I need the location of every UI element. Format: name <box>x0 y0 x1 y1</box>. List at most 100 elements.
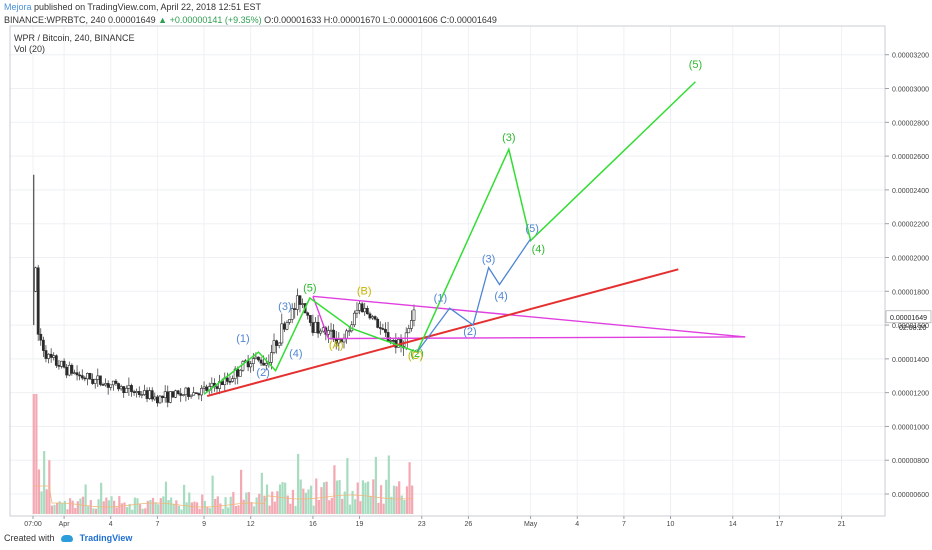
time-tick-label: 16 <box>309 521 317 528</box>
volume-bar <box>74 508 77 514</box>
candle-down <box>156 396 159 404</box>
candle-up <box>148 390 152 399</box>
volume-bar <box>206 506 209 514</box>
blue-wave-label: (2) <box>256 367 269 379</box>
candle-down <box>41 339 45 351</box>
candle-down <box>308 315 312 323</box>
volume-bar <box>37 469 41 514</box>
candle-up <box>67 364 71 376</box>
candle-up <box>409 320 413 329</box>
candle-up <box>285 322 289 330</box>
volume-bar <box>411 485 414 514</box>
volume-bar <box>180 509 183 514</box>
volume-bar <box>294 505 297 514</box>
ohlc-values: O:0.00001633 H:0.00001670 L:0.00001606 C… <box>264 15 497 25</box>
candle-up <box>238 369 242 377</box>
candle-up <box>124 387 128 393</box>
time-axis[interactable]: 07:00 Apr 4 7 9 12 16 19 23 26 May 4 7 10 14 17 21 <box>24 516 846 528</box>
green-wave-label: (3) <box>502 132 515 144</box>
tradingview-logo-text[interactable]: TradingView <box>79 533 133 543</box>
candle-down <box>311 322 315 333</box>
volume-bar <box>320 487 323 514</box>
candle-up <box>47 353 50 359</box>
candle-up <box>280 323 284 344</box>
price-axis[interactable]: 0.00000600 0.00000800 0.00001000 0.00001200… <box>885 53 932 499</box>
candle-down <box>228 381 232 383</box>
candle-up <box>60 360 63 367</box>
candle-up <box>371 316 374 319</box>
volume-bar <box>333 465 336 514</box>
last-price: 0.00001649 <box>108 15 156 25</box>
candle-down <box>62 360 66 368</box>
volume-bar <box>203 501 206 514</box>
price-tick-label: 0.00001200 <box>892 391 929 398</box>
candle-down <box>340 339 343 343</box>
candle-up <box>52 355 56 358</box>
blue-wave-path <box>416 238 532 353</box>
candle-down <box>171 391 175 398</box>
candle-up <box>135 391 139 393</box>
blue-wave-label: (5) <box>525 223 538 235</box>
candle-down <box>88 373 92 380</box>
volume-bar <box>338 480 341 514</box>
time-tick-label: 26 <box>465 521 473 528</box>
candle-up <box>109 384 113 388</box>
green-wave-label: (5) <box>689 59 702 71</box>
volume-bar <box>250 502 253 514</box>
volume-bar <box>322 482 326 514</box>
candle-down <box>381 328 385 330</box>
volume-bar <box>364 482 367 514</box>
volume-bar <box>195 502 199 514</box>
time-tick-label: 9 <box>202 521 206 528</box>
triangle-lower-line <box>328 336 746 340</box>
volume-bar <box>405 486 409 514</box>
candle-down <box>378 327 382 329</box>
publish-info: published on TradingView.com, April 22, … <box>34 2 262 12</box>
last-price-marker <box>885 310 932 324</box>
green-wave-label: (2) <box>410 348 423 360</box>
candle-down <box>197 393 201 396</box>
volume-bar <box>232 492 235 514</box>
volume-bar <box>265 484 269 514</box>
candle-down <box>39 333 43 341</box>
chart-title: WPR / Bitcoin, 240, BINANCE <box>14 33 135 43</box>
time-tick-label: 19 <box>356 521 364 528</box>
volume-bar <box>118 496 121 514</box>
volume-bar <box>92 508 95 514</box>
plot-frame <box>9 25 886 517</box>
volume-bar <box>242 499 245 514</box>
candle-down <box>117 383 120 390</box>
volume-bar <box>76 501 79 514</box>
volume-bar <box>182 484 186 514</box>
candle-up <box>327 330 330 335</box>
volume-bar <box>45 489 48 514</box>
volume-bar <box>312 505 315 514</box>
candle-down <box>293 308 297 310</box>
candle-down <box>205 386 209 391</box>
blue-wave-label: (1) <box>236 333 249 345</box>
volume-bar <box>317 499 320 514</box>
volume-bar <box>219 503 222 514</box>
volume-bar <box>141 508 144 514</box>
candle-up <box>127 385 131 389</box>
candle-up <box>34 267 37 292</box>
candle-down <box>187 387 190 397</box>
volume-bar <box>208 508 212 514</box>
volume-bar <box>151 497 155 514</box>
volume-bar <box>348 504 352 514</box>
candle-down <box>282 323 286 330</box>
volume-bar <box>302 488 305 514</box>
author-link[interactable]: Mejora <box>4 2 32 12</box>
volume-bar <box>170 497 173 514</box>
volume-bar <box>278 484 282 514</box>
price-tick-label: 0.00003000 <box>892 87 929 94</box>
candle-up <box>264 363 268 366</box>
candle-down <box>220 381 224 386</box>
candle-down <box>376 318 380 328</box>
volume-bar <box>315 478 318 514</box>
candle-down <box>373 316 377 320</box>
volume-bar <box>268 505 271 514</box>
candle-down <box>179 393 183 396</box>
candle-up <box>111 380 115 386</box>
